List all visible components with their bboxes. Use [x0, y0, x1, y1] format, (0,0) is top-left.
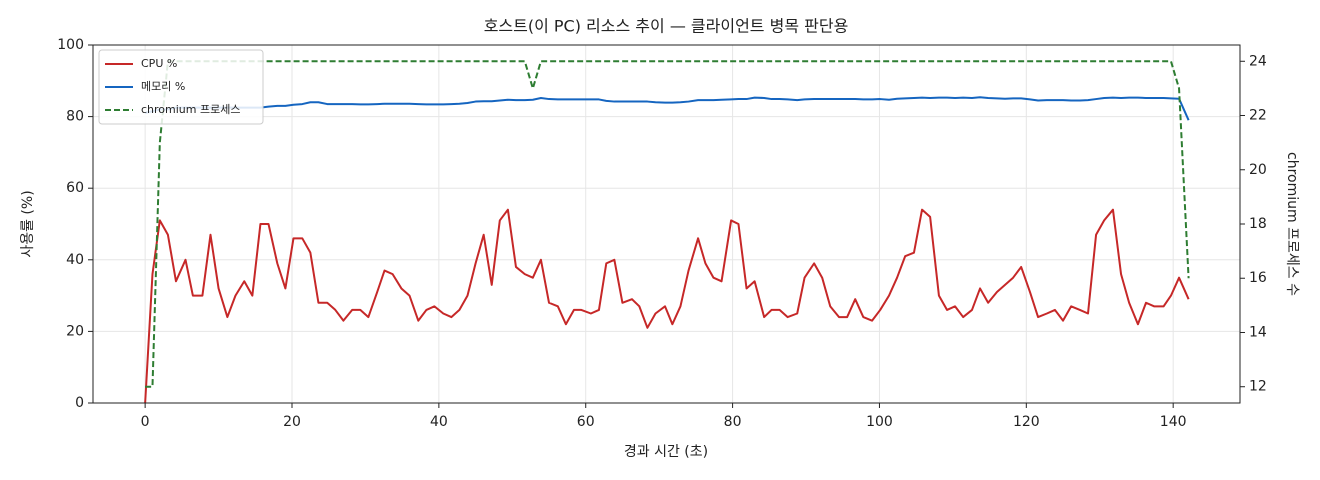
y2-tick-label: 14: [1249, 324, 1267, 340]
x-tick-label: 60: [577, 414, 595, 430]
legend-label: CPU %: [141, 57, 177, 70]
series-line: [144, 208, 1190, 404]
y-tick-label: 100: [57, 37, 84, 53]
y2-tick-label: 22: [1249, 108, 1267, 124]
y-tick-label: 60: [66, 180, 84, 196]
series-line: [145, 60, 1190, 388]
y2-axis-label: chromium 프로세스 수: [1284, 152, 1300, 296]
x-tick-label: 80: [724, 414, 742, 430]
legend: CPU % 메모리 % chromium 프로세스: [98, 49, 264, 125]
y-tick-label: 80: [66, 109, 84, 125]
legend-box: [98, 49, 264, 125]
y2-tick-label: 20: [1249, 162, 1267, 178]
x-tick-label: 40: [430, 414, 448, 430]
y-axis-label: 사용률 (%): [20, 190, 36, 257]
y-tick-label: 20: [66, 323, 84, 339]
x-axis-label: 경과 시간 (초): [624, 444, 708, 460]
plot-frame: [92, 44, 1241, 404]
legend-label: chromium 프로세스: [141, 103, 240, 116]
x-tick-label: 100: [866, 414, 893, 430]
series-line: [144, 96, 1190, 121]
y2-tick-label: 16: [1249, 270, 1267, 286]
chart-title: 호스트(이 PC) 리소스 추이 — 클라이언트 병목 판단용: [484, 17, 849, 36]
x-tick-label: 140: [1160, 414, 1187, 430]
legend-label: 메모리 %: [141, 80, 185, 93]
y-tick-label: 40: [66, 252, 84, 268]
x-tick-label: 120: [1013, 414, 1040, 430]
x-tick-label: 20: [283, 414, 301, 430]
y-tick-label: 0: [75, 395, 84, 411]
x-tick-label: 0: [141, 414, 150, 430]
y2-tick-label: 18: [1249, 216, 1267, 232]
y2-tick-label: 12: [1249, 379, 1267, 395]
y2-tick-label: 24: [1249, 53, 1267, 69]
